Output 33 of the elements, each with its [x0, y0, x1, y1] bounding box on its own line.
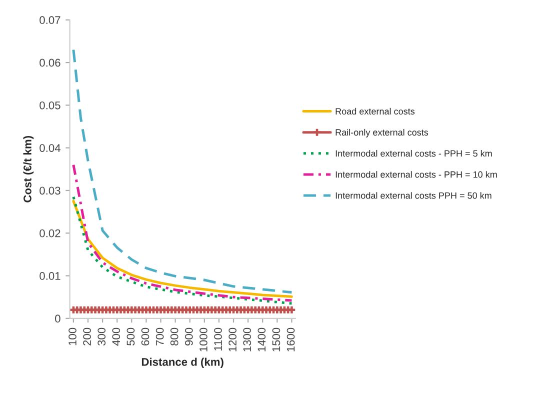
legend-label: Road external costs	[336, 108, 415, 115]
x-axis-title: Distance d (km)	[142, 358, 224, 368]
legend-label: Intermodal external costs PPH = 50 km	[336, 192, 492, 199]
x-tick-label: 400	[112, 328, 120, 346]
y-tick-label: 0.03	[40, 186, 60, 195]
x-tick-label: 200	[83, 328, 91, 346]
legend-label: Rail-only external costs	[336, 128, 428, 138]
x-tick-label: 500	[126, 328, 135, 346]
y-tick-label: 0.04	[40, 144, 60, 152]
x-tick-label: 1400	[258, 328, 266, 352]
x-tick-label: 300	[98, 328, 106, 346]
x-tick-label: 1100	[214, 328, 222, 350]
y-axis-title: Cost (€/t km)	[23, 136, 34, 202]
x-tick-label: 1000	[200, 328, 208, 352]
y-tick-label: 0	[55, 314, 60, 323]
y-tick-label: 0.07	[40, 16, 60, 24]
y-tick-label: 0.02	[40, 229, 60, 238]
x-tick-label: 700	[156, 328, 164, 346]
y-tick-label: 0.06	[40, 58, 60, 67]
line-series	[72, 48, 293, 294]
x-tick-label: 100	[68, 328, 76, 346]
y-tick-label: 0.01	[40, 272, 60, 280]
x-tick-label: 1300	[243, 328, 252, 352]
x-tick-label: 1200	[228, 328, 236, 352]
x-tick-label: 900	[184, 328, 193, 346]
y-tick-label: 0.05	[40, 101, 60, 110]
x-tick-label: 800	[170, 328, 178, 346]
x-tick-label: 1500	[272, 328, 280, 352]
legend-label: Intermodal external costs - PPH = 5 km	[336, 150, 492, 157]
line-series	[72, 164, 293, 302]
x-tick-label: 1600	[286, 328, 295, 352]
x-tick-label: 600	[141, 328, 150, 346]
legend-label: Intermodal external costs - PPH = 10 km	[336, 171, 497, 178]
